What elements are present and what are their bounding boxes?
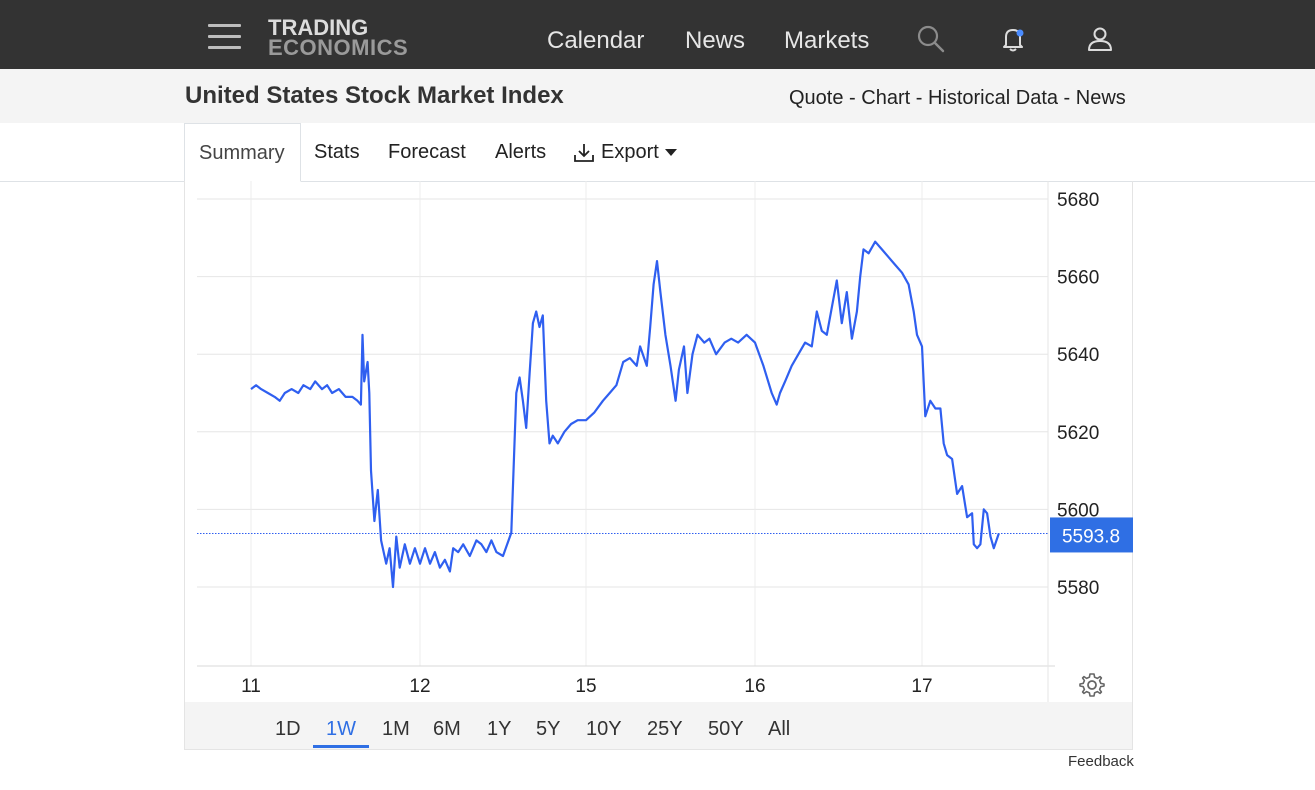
page-header: United States Stock Market Index Quote -…	[0, 69, 1315, 123]
top-navbar: TRADING ECONOMICS Calendar News Markets	[0, 0, 1315, 69]
last-value-label: 5593.8	[1062, 526, 1120, 547]
y-tick-label: 5660	[1057, 268, 1099, 289]
link-quote[interactable]: Quote	[789, 87, 844, 109]
feedback-link[interactable]: Feedback	[1068, 753, 1134, 770]
x-tick-label: 12	[409, 676, 430, 697]
x-tick-label: 17	[911, 676, 932, 697]
download-icon	[574, 144, 594, 162]
export-label: Export	[601, 141, 659, 163]
tab-summary-label: Summary	[199, 142, 285, 164]
tab-summary[interactable]: Summary	[184, 123, 301, 182]
range-all[interactable]: All	[768, 718, 791, 740]
range-25y[interactable]: 25Y	[647, 718, 683, 740]
link-separator: -	[843, 87, 862, 109]
range-selector: 1D 1W 1M 6M 1Y 5Y 10Y 25Y 50Y All	[185, 702, 1132, 749]
range-50y[interactable]: 50Y	[708, 718, 744, 740]
chart-tabs: Summary Stats Forecast Alerts Export	[0, 123, 1315, 182]
range-1w[interactable]: 1W	[326, 718, 356, 740]
nav-news[interactable]: News	[685, 27, 746, 54]
x-tick-label: 16	[744, 676, 765, 697]
price-chart[interactable]: 5580 5600 5620 5640 5660 5680 11 12 15 16 17 5593.8	[185, 181, 1134, 702]
link-news[interactable]: News	[1075, 87, 1126, 109]
y-tick-label: 5580	[1057, 578, 1099, 599]
y-tick-label: 5600	[1057, 500, 1099, 521]
range-1y[interactable]: 1Y	[487, 718, 512, 740]
quick-links: Quote - Chart - Historical Data - News	[789, 87, 1126, 110]
link-chart[interactable]: Chart	[861, 87, 911, 109]
range-active-indicator	[313, 745, 369, 748]
range-6m[interactable]: 6M	[433, 718, 461, 740]
range-1d[interactable]: 1D	[275, 718, 301, 740]
nav-markets[interactable]: Markets	[784, 27, 870, 54]
link-separator: -	[910, 87, 928, 109]
range-5y[interactable]: 5Y	[536, 718, 561, 740]
range-1m[interactable]: 1M	[382, 718, 410, 740]
x-tick-label: 11	[241, 676, 261, 697]
nav-calendar[interactable]: Calendar	[547, 27, 645, 54]
link-historical-data[interactable]: Historical Data	[927, 87, 1058, 109]
logo-text-top: TRADING	[268, 15, 369, 40]
y-tick-label: 5680	[1057, 190, 1099, 211]
tab-stats[interactable]: Stats	[314, 141, 360, 163]
link-separator: -	[1058, 87, 1076, 109]
gear-icon[interactable]	[1079, 672, 1105, 698]
search-icon[interactable]	[916, 24, 946, 54]
tab-alerts[interactable]: Alerts	[495, 141, 547, 163]
logo[interactable]: TRADING ECONOMICS	[268, 15, 409, 60]
price-line	[250, 240, 1000, 589]
bell-icon[interactable]	[998, 24, 1028, 54]
page-title: United States Stock Market Index	[185, 82, 564, 109]
caret-down-icon	[665, 149, 677, 156]
logo-text-bottom: ECONOMICS	[268, 35, 409, 60]
last-value-badge	[1050, 517, 1133, 553]
x-tick-label: 15	[575, 676, 596, 697]
y-tick-label: 5620	[1057, 423, 1099, 444]
tab-forecast[interactable]: Forecast	[388, 141, 466, 163]
notification-dot	[1016, 29, 1024, 37]
range-10y[interactable]: 10Y	[586, 718, 622, 740]
user-icon[interactable]	[1085, 24, 1115, 54]
menu-icon[interactable]	[208, 24, 241, 50]
y-tick-label: 5640	[1057, 345, 1099, 366]
chart-container: 5580 5600 5620 5640 5660 5680 11 12 15 16 17 5593.8	[184, 181, 1133, 750]
